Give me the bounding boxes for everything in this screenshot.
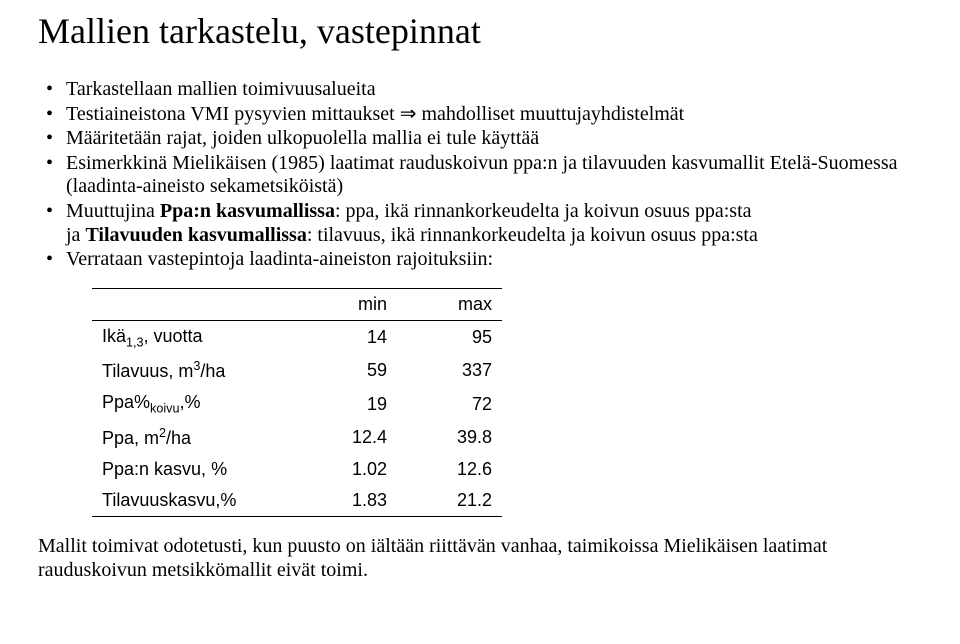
page-title: Mallien tarkastelu, vastepinnat — [38, 10, 922, 52]
bullet-text: : tilavuus, ikä rinnankorkeudelta ja koi… — [307, 224, 758, 246]
row-min: 12.4 — [292, 421, 397, 454]
row-max: 21.2 — [397, 485, 502, 517]
bullet-bold: Ppa:n kasvumallissa — [160, 200, 335, 222]
row-max: 95 — [397, 320, 502, 354]
footer-note: Mallit toimivat odotetusti, kun puusto o… — [38, 535, 922, 582]
row-max: 12.6 — [397, 454, 502, 485]
bullet-item: Muuttujina Ppa:n kasvumallissa: ppa, ikä… — [66, 200, 922, 247]
bullet-text: ja — [66, 224, 85, 246]
table-body: Ikä1,3, vuotta 14 95 Tilavuus, m3/ha 59 … — [92, 320, 502, 516]
row-min: 19 — [292, 387, 397, 421]
table-row: Ppa%koivu,% 19 72 — [92, 387, 502, 421]
bullet-text: Muuttujina — [66, 200, 160, 222]
bullet-bold: Tilavuuden kasvumallissa — [85, 224, 306, 246]
table-header-min: min — [292, 288, 397, 320]
row-min: 1.02 — [292, 454, 397, 485]
row-max: 39.8 — [397, 421, 502, 454]
bullet-item: Esimerkkinä Mielikäisen (1985) laatimat … — [66, 152, 922, 199]
row-max: 72 — [397, 387, 502, 421]
table-row: Ppa:n kasvu, % 1.02 12.6 — [92, 454, 502, 485]
slide-page: Mallien tarkastelu, vastepinnat Tarkaste… — [0, 0, 960, 592]
row-label: Tilavuus, m3/ha — [92, 354, 292, 387]
bullet-list: Tarkastellaan mallien toimivuusalueita T… — [38, 78, 922, 272]
row-label: Ppa, m2/ha — [92, 421, 292, 454]
table-row: Tilavuus, m3/ha 59 337 — [92, 354, 502, 387]
row-min: 1.83 — [292, 485, 397, 517]
sub-bullet-item: ja Tilavuuden kasvumallissa: tilavuus, i… — [66, 224, 922, 248]
bullet-text: : ppa, ikä rinnankorkeudelta ja koivun o… — [335, 200, 752, 222]
row-min: 14 — [292, 320, 397, 354]
bullet-item: Testiaineistona VMI pysyvien mittaukset … — [66, 103, 922, 127]
table-container: min max Ikä1,3, vuotta 14 95 Tilavuus, m… — [92, 288, 922, 517]
table-header-empty — [92, 288, 292, 320]
table-header-max: max — [397, 288, 502, 320]
row-label: Ppa:n kasvu, % — [92, 454, 292, 485]
table-row: Ppa, m2/ha 12.4 39.8 — [92, 421, 502, 454]
sub-bullet-list: ja Tilavuuden kasvumallissa: tilavuus, i… — [66, 224, 922, 248]
table-row: Ikä1,3, vuotta 14 95 — [92, 320, 502, 354]
row-label: Tilavuuskasvu,% — [92, 485, 292, 517]
table-header-row: min max — [92, 288, 502, 320]
row-label: Ikä1,3, vuotta — [92, 320, 292, 354]
limits-table: min max Ikä1,3, vuotta 14 95 Tilavuus, m… — [92, 288, 502, 517]
row-max: 337 — [397, 354, 502, 387]
bullet-item: Määritetään rajat, joiden ulkopuolella m… — [66, 127, 922, 151]
table-row: Tilavuuskasvu,% 1.83 21.2 — [92, 485, 502, 517]
bullet-item: Tarkastellaan mallien toimivuusalueita — [66, 78, 922, 102]
bullet-item: Verrataan vastepintoja laadinta-aineisto… — [66, 248, 922, 272]
row-label: Ppa%koivu,% — [92, 387, 292, 421]
row-min: 59 — [292, 354, 397, 387]
